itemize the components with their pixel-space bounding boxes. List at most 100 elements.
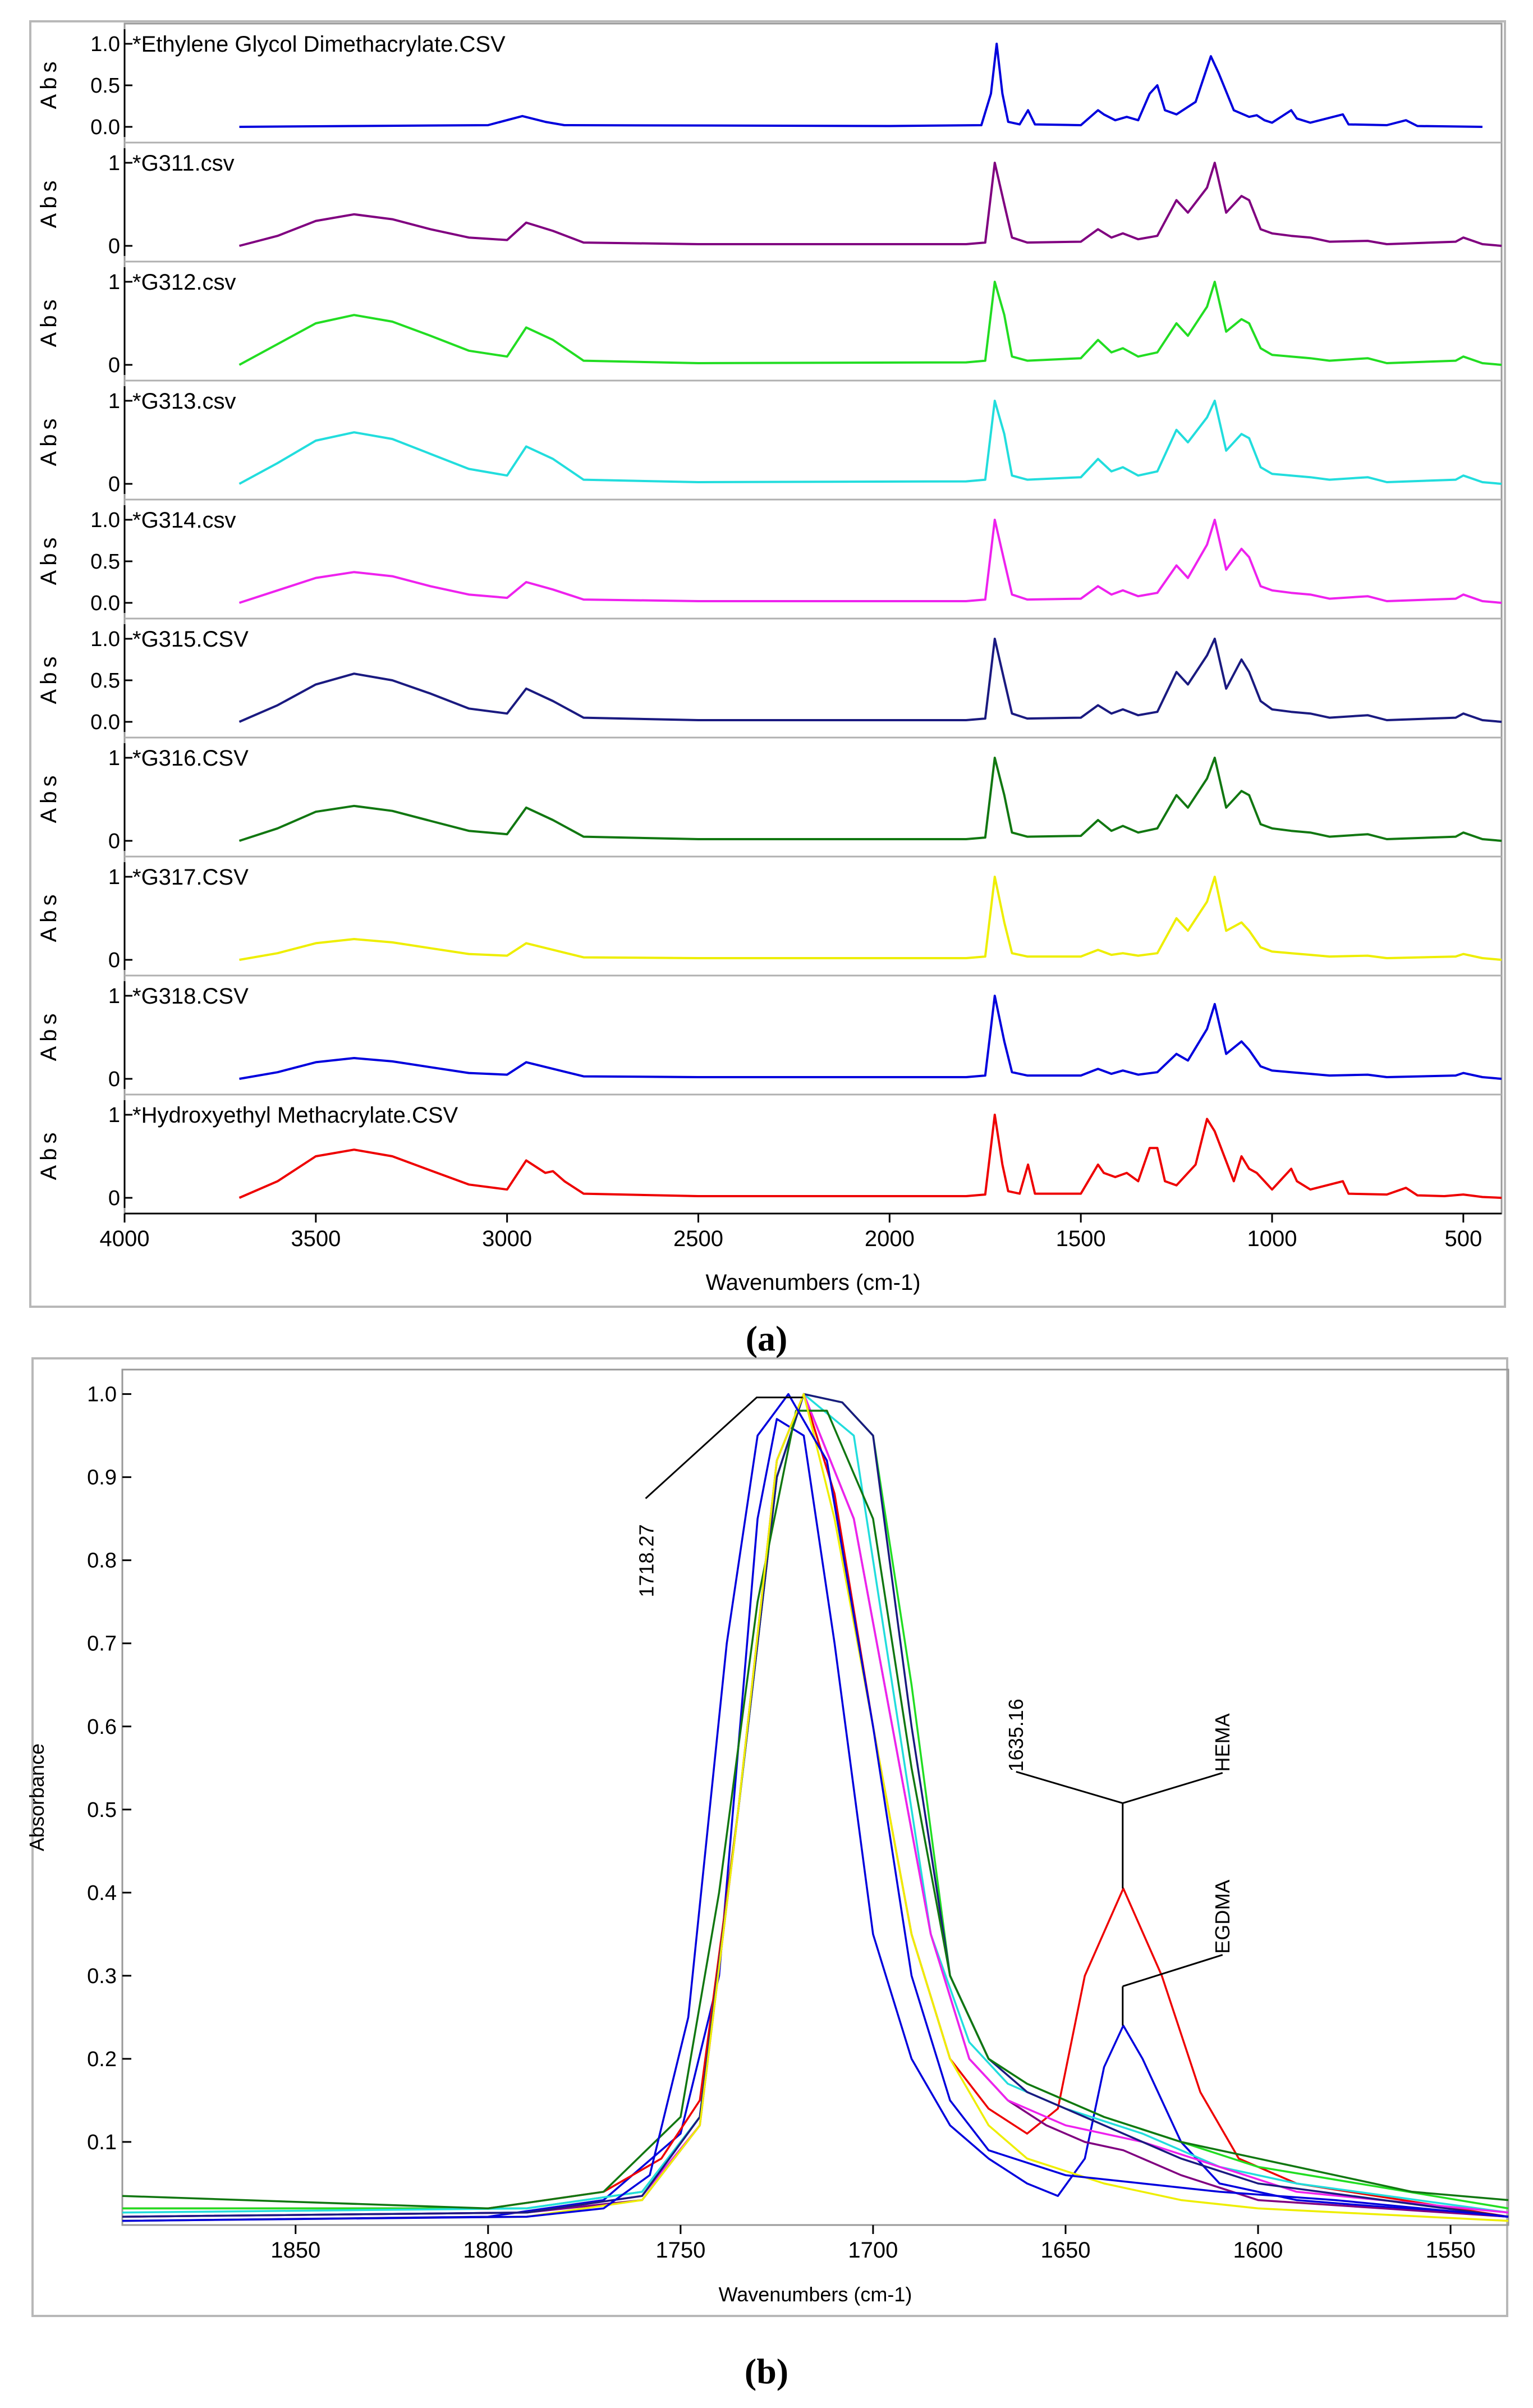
- y-tick-label: 1: [108, 1104, 120, 1127]
- subplot-g315-csv: 1.0 0.5 0.0 Abs *G315.CSV: [36, 617, 1502, 734]
- x-tick-label: 2000: [865, 1226, 915, 1251]
- y-tick-label: 0: [108, 354, 120, 377]
- y-tick-label: 0.0: [90, 116, 120, 139]
- y-axis-label: Abs: [36, 1128, 61, 1180]
- y-tick-label: 0.5: [90, 669, 120, 693]
- y-tick-label: 1: [108, 985, 120, 1008]
- x-tick-label: 1800: [463, 2238, 513, 2263]
- x-tick-label: 500: [1444, 1226, 1482, 1251]
- spectrum-line: [238, 519, 1502, 604]
- y-tick-label: 0.7: [87, 1632, 117, 1656]
- series-label: *G318.CSV: [132, 984, 249, 1009]
- annotation-hema-arm-right: [1122, 1772, 1223, 1804]
- y-axis-label: Abs: [36, 1009, 61, 1061]
- x-tick-label: 2500: [673, 1226, 723, 1251]
- spectrum-line: [239, 43, 1482, 128]
- series-label: *Hydroxyethyl Methacrylate.CSV: [132, 1103, 458, 1128]
- series-label: *Ethylene Glycol Dimethacrylate.CSV: [132, 32, 506, 57]
- series-label: *G313.csv: [132, 389, 236, 414]
- y-tick-label: 0.0: [90, 592, 120, 615]
- y-tick-label: 1.0: [90, 509, 120, 532]
- x-tick-label: 1750: [655, 2238, 705, 2263]
- y-tick-label: 0.6: [87, 1715, 117, 1739]
- x-tick-label: 1600: [1233, 2238, 1283, 2263]
- spectrum-line: [238, 757, 1502, 842]
- spectrum-line: [238, 638, 1502, 723]
- spectrum-g316: [122, 1409, 1509, 2210]
- annotation-1635-label: 1635.16: [1004, 1699, 1027, 1771]
- y-tick-label: 0.1: [87, 2131, 117, 2154]
- subplot-g314-csv: 1.0 0.5 0.0 Abs *G314.csv: [36, 498, 1502, 615]
- y-tick-label: 0: [108, 1068, 120, 1091]
- annotation-hema-arm-left: [1016, 1771, 1123, 1804]
- y-tick-label: 1: [108, 866, 120, 889]
- y-tick-label: 0.5: [87, 1798, 117, 1822]
- spectrum-g318: [122, 1393, 1509, 2222]
- subplot-ethylene-glycol-dimethacrylate-csv: 1.0 0.5 0.0 Abs *Ethylene Glycol Dimethacryl…: [36, 29, 1482, 139]
- x-tick-label: 1650: [1040, 2238, 1090, 2263]
- y-axis-label: Abs: [36, 176, 61, 228]
- x-tick-label: 3500: [291, 1226, 341, 1251]
- annotation-hema-label: HEMA: [1211, 1713, 1234, 1771]
- series-label: *G315.CSV: [132, 627, 249, 652]
- y-axis-label: Abs: [36, 414, 61, 466]
- y-axis-label: Abs: [36, 295, 61, 347]
- x-tick-label: 1500: [1056, 1226, 1106, 1251]
- panel-b-plot-area: [121, 1368, 1509, 2226]
- x-axis-title: Wavenumbers (cm-1): [719, 2283, 912, 2306]
- y-axis-label: Abs: [36, 652, 61, 704]
- y-tick-label: 1.0: [90, 628, 120, 651]
- series-label: *G312.csv: [132, 270, 236, 295]
- y-tick-label: 1: [108, 271, 120, 294]
- x-axis-title: Wavenumbers (cm-1): [705, 1270, 920, 1295]
- series-label: *G311.csv: [132, 151, 235, 176]
- x-tick-label: 1850: [270, 2238, 320, 2263]
- y-tick-label: 0: [108, 949, 120, 972]
- y-tick-label: 0.2: [87, 2048, 117, 2071]
- y-tick-label: 0.0: [90, 711, 120, 734]
- x-tick-label: 1700: [848, 2238, 898, 2263]
- y-tick-label: 0.3: [87, 1965, 117, 1988]
- y-tick-label: 0: [108, 235, 120, 258]
- y-tick-label: 0.8: [87, 1549, 117, 1573]
- subplot-g313-csv: 1 0 Abs *G313.csv: [36, 379, 1502, 496]
- spectrum-line: [238, 400, 1502, 485]
- x-tick-label: 1550: [1426, 2238, 1476, 2263]
- y-axis-label: Abs: [36, 533, 61, 585]
- annotation-1718-label: 1718.27: [635, 1524, 658, 1597]
- subplot-g312-csv: 1 0 Abs *G312.csv: [36, 260, 1502, 377]
- panel-a-frame: [29, 20, 1506, 1308]
- y-tick-label: 1: [108, 390, 120, 413]
- spectrum-line: [238, 162, 1502, 247]
- annotation-egdma-label: EGDMA: [1211, 1880, 1234, 1954]
- x-tick-label: 1000: [1247, 1226, 1297, 1251]
- x-tick-label: 4000: [100, 1226, 150, 1251]
- x-tick-label: 3000: [482, 1226, 532, 1251]
- subplot-hydroxyethyl-methacrylate-csv: 1 0 Abs *Hydroxyethyl Methacrylate.CSV: [36, 1093, 1502, 1210]
- spectrum-line: [239, 876, 1502, 961]
- y-tick-label: 1.0: [87, 1383, 117, 1407]
- spectrum-g315: [122, 1393, 1509, 2218]
- spectrum-line: [239, 995, 1502, 1080]
- y-tick-label: 1: [108, 152, 120, 175]
- series-label: *G314.csv: [132, 508, 236, 533]
- subplot-g318-csv: 1 0 Abs *G318.CSV: [36, 974, 1502, 1091]
- y-tick-label: 0.5: [90, 74, 120, 98]
- annotation-leader-1718: [645, 1397, 803, 1499]
- y-tick-label: 1.0: [90, 33, 120, 56]
- spectrum-egdma: [122, 1418, 1509, 2222]
- y-tick-label: 0.9: [87, 1466, 117, 1490]
- panel-a-label: (a): [745, 1319, 788, 1358]
- spectrum-line: [238, 281, 1502, 366]
- panel-b-frame: [31, 1357, 1508, 2317]
- annotation-egdma-arm: [1122, 1954, 1223, 1988]
- y-axis-title: Absorbance: [25, 1743, 48, 1851]
- panel-b-chart: 0.1 0.2 0.3 0.4 0.5 0.6 0.7 0.8 0.9 1.0 Absorbance…: [25, 1357, 1509, 2317]
- panel-a-chart: 1.0 0.5 0.0 Abs *Ethylene Glycol Dimethacryl…: [29, 20, 1506, 1308]
- subplot-g316-csv: 1 0 Abs *G316.CSV: [36, 736, 1502, 853]
- y-tick-label: 0.5: [90, 550, 120, 574]
- y-tick-label: 1: [108, 747, 120, 770]
- panel-b-label: (b): [744, 2351, 789, 2391]
